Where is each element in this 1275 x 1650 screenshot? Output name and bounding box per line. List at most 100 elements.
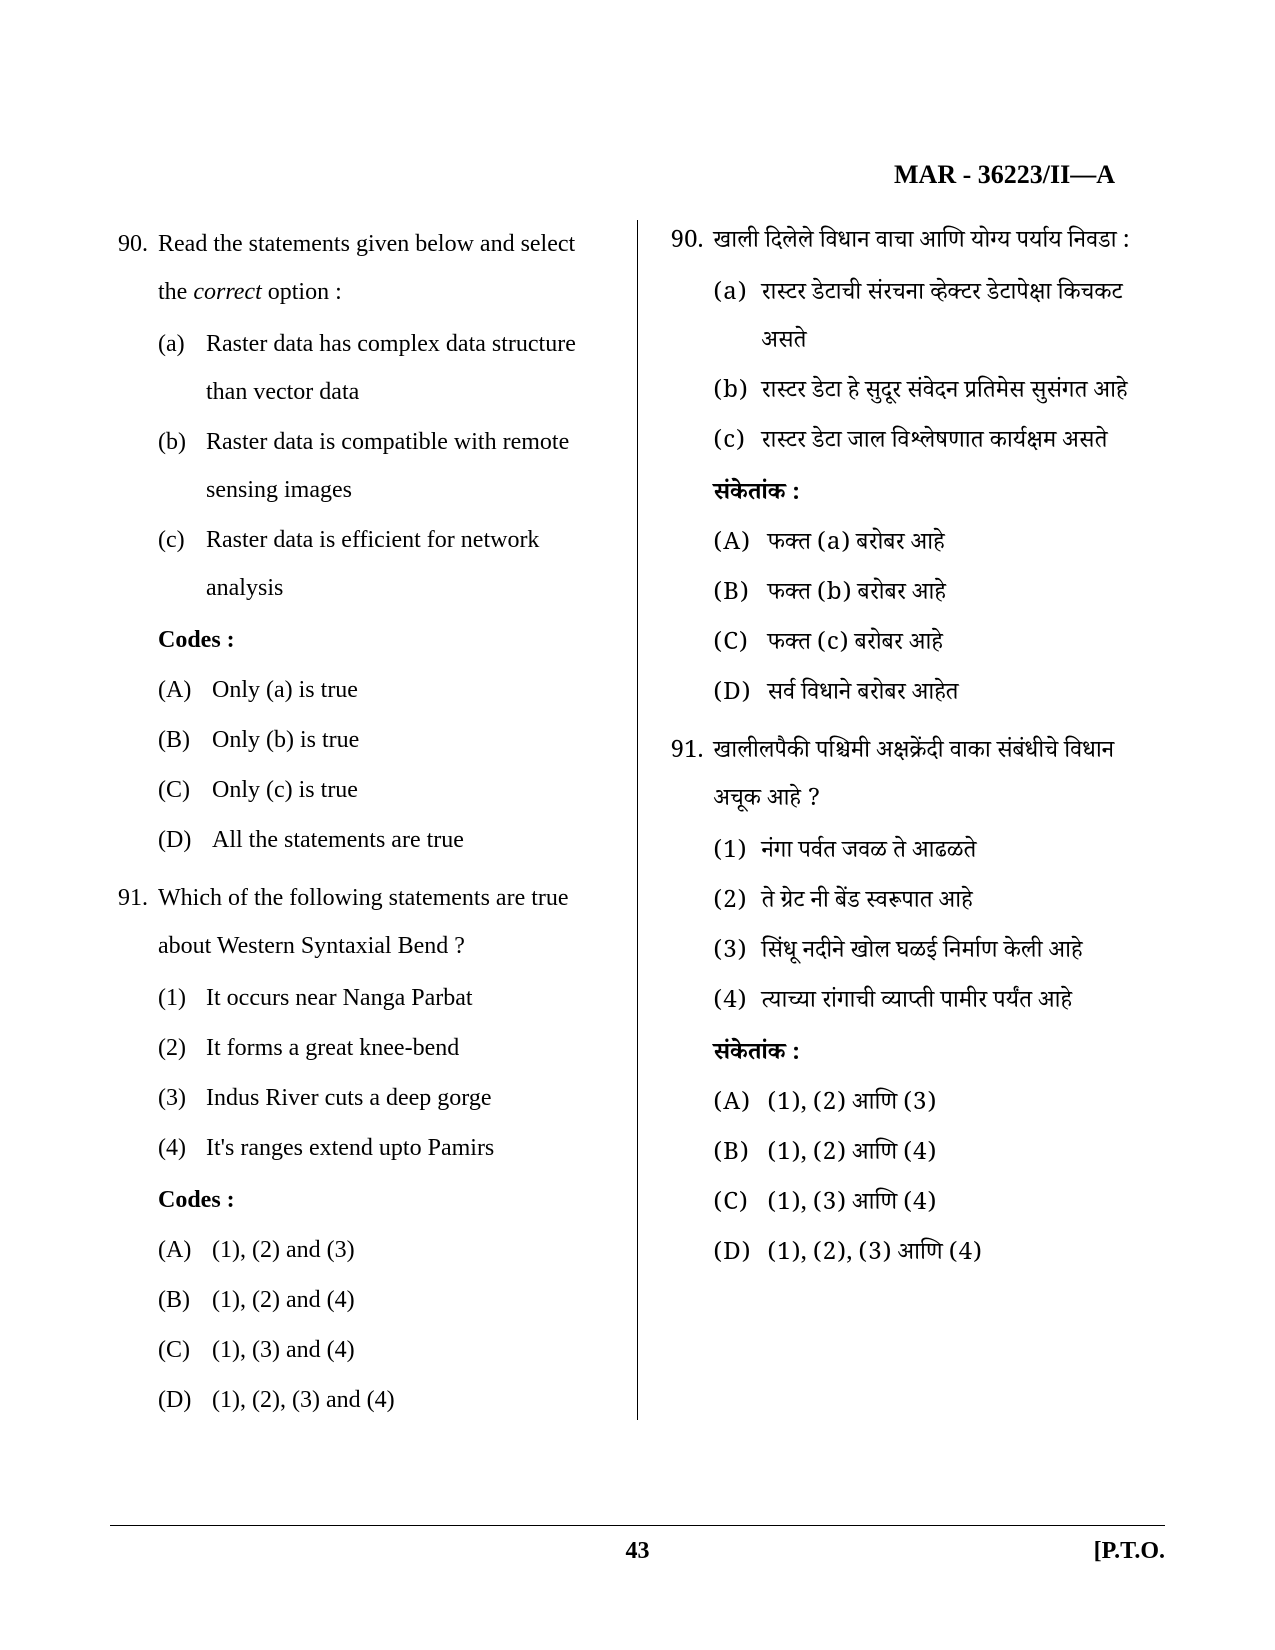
option-text: फक्त (b) बरोबर आहे <box>768 572 1166 620</box>
statement-label: (a) <box>158 320 206 416</box>
statement-label: (2) <box>714 880 762 928</box>
statement-label: (3) <box>714 930 762 978</box>
statement-label: (4) <box>158 1124 206 1172</box>
question-90-mr: 90. खाली दिलेले विधान वाचा आणि योग्य पर्… <box>666 220 1166 722</box>
codes-heading: Codes : <box>158 1176 609 1224</box>
statement-item: (a) रास्टर डेटाची संरचना व्हेक्टर डेटापे… <box>714 272 1166 368</box>
statement-text: Raster data is compatible with remote se… <box>206 418 609 514</box>
option-item: (A) फक्त (a) बरोबर आहे <box>714 522 1166 570</box>
option-text: (1), (2), (3) and (4) <box>212 1376 609 1424</box>
option-text: सर्व विधाने बरोबर आहेत <box>768 672 1166 720</box>
option-item: (C) (1), (3) आणि (4) <box>714 1182 1166 1230</box>
question-number: 91. <box>110 874 158 1426</box>
statement-item: (a) Raster data has complex data structu… <box>158 320 609 416</box>
statement-text: Indus River cuts a deep gorge <box>206 1074 609 1122</box>
option-text: फक्त (c) बरोबर आहे <box>768 622 1166 670</box>
q-text-italic: correct <box>193 279 261 305</box>
statement-label: (2) <box>158 1024 206 1072</box>
statement-label: (3) <box>158 1074 206 1122</box>
option-label: (C) <box>158 1326 212 1374</box>
option-item: (B) Only (b) is true <box>158 716 609 764</box>
statement-item: (c) Raster data is efficient for network… <box>158 516 609 612</box>
option-item: (D) (1), (2), (3) and (4) <box>158 1376 609 1424</box>
two-column-layout: 90. Read the statements given below and … <box>110 220 1165 1420</box>
option-item: (C) फक्त (c) बरोबर आहे <box>714 622 1166 670</box>
exam-page: MAR - 36223/II—A 90. Read the statements… <box>0 0 1275 1650</box>
option-item: (D) All the statements are true <box>158 816 609 864</box>
option-item: (B) (1), (2) and (4) <box>158 1276 609 1324</box>
codes-heading: संकेतांक : <box>714 1032 1166 1080</box>
question-number: 91. <box>666 730 714 1282</box>
statement-item: (3) Indus River cuts a deep gorge <box>158 1074 609 1122</box>
page-number: 43 <box>626 1538 650 1565</box>
statement-text: ते ग्रेट नी बेंड स्वरूपात आहे <box>762 880 1166 928</box>
question-body: Which of the following statements are tr… <box>158 874 609 1426</box>
statement-label: (c) <box>158 516 206 612</box>
option-label: (A) <box>158 666 212 714</box>
statement-text: रास्टर डेटाची संरचना व्हेक्टर डेटापेक्षा… <box>762 272 1166 368</box>
statement-item: (1) It occurs near Nanga Parbat <box>158 974 609 1022</box>
option-item: (A) (1), (2) आणि (3) <box>714 1082 1166 1130</box>
statement-item: (b) रास्टर डेटा हे सुदूर संवेदन प्रतिमेस… <box>714 370 1166 418</box>
statement-text: It occurs near Nanga Parbat <box>206 974 609 1022</box>
option-item: (D) सर्व विधाने बरोबर आहेत <box>714 672 1166 720</box>
question-91-en: 91. Which of the following statements ar… <box>110 874 609 1426</box>
question-text: Read the statements given below and sele… <box>158 220 609 316</box>
statement-item: (c) रास्टर डेटा जाल विश्लेषणात कार्यक्षम… <box>714 420 1166 468</box>
codes-heading: संकेतांक : <box>714 472 1166 520</box>
statement-text: It forms a great knee-bend <box>206 1024 609 1072</box>
option-text: (1), (2) आणि (3) <box>768 1082 1166 1130</box>
statement-label: (a) <box>714 272 762 368</box>
statement-label: (b) <box>158 418 206 514</box>
question-body: खालीलपैकी पश्चिमी अक्षक्रेंदी वाका संबंध… <box>714 730 1166 1282</box>
pto-label: [P.T.O. <box>1094 1538 1165 1565</box>
paper-code: MAR - 36223/II—A <box>894 160 1115 190</box>
question-91-mr: 91. खालीलपैकी पश्चिमी अक्षक्रेंदी वाका स… <box>666 730 1166 1282</box>
option-text: (1), (2) and (4) <box>212 1276 609 1324</box>
statement-item: (2) It forms a great knee-bend <box>158 1024 609 1072</box>
option-label: (D) <box>158 1376 212 1424</box>
option-label: (B) <box>158 1276 212 1324</box>
option-item: (C) Only (c) is true <box>158 766 609 814</box>
option-text: Only (c) is true <box>212 766 609 814</box>
statement-label: (c) <box>714 420 762 468</box>
statement-label: (1) <box>158 974 206 1022</box>
question-body: खाली दिलेले विधान वाचा आणि योग्य पर्याय … <box>714 220 1166 722</box>
statement-item: (3) सिंधू नदीने खोल घळई निर्माण केली आहे <box>714 930 1166 978</box>
option-label: (C) <box>158 766 212 814</box>
option-item: (B) फक्त (b) बरोबर आहे <box>714 572 1166 620</box>
question-text: खालीलपैकी पश्चिमी अक्षक्रेंदी वाका संबंध… <box>714 730 1166 826</box>
statement-text: नंगा पर्वत जवळ ते आढळते <box>762 830 1166 878</box>
statement-item: (b) Raster data is compatible with remot… <box>158 418 609 514</box>
statement-label: (4) <box>714 980 762 1028</box>
codes-heading: Codes : <box>158 616 609 664</box>
statement-item: (1) नंगा पर्वत जवळ ते आढळते <box>714 830 1166 878</box>
option-item: (C) (1), (3) and (4) <box>158 1326 609 1374</box>
option-label: (B) <box>158 716 212 764</box>
option-text: (1), (2) आणि (4) <box>768 1132 1166 1180</box>
option-text: Only (b) is true <box>212 716 609 764</box>
question-90-en: 90. Read the statements given below and … <box>110 220 609 866</box>
statement-item: (4) त्याच्या रांगाची व्याप्ती पामीर पर्य… <box>714 980 1166 1028</box>
q-text-post: option : <box>262 279 342 305</box>
question-text: खाली दिलेले विधान वाचा आणि योग्य पर्याय … <box>714 220 1166 268</box>
option-label: (C) <box>714 622 768 670</box>
page-footer: 43 [P.T.O. <box>110 1525 1165 1565</box>
option-label: (B) <box>714 572 768 620</box>
option-label: (A) <box>158 1226 212 1274</box>
statement-item: (2) ते ग्रेट नी बेंड स्वरूपात आहे <box>714 880 1166 928</box>
option-item: (D) (1), (2), (3) आणि (4) <box>714 1232 1166 1280</box>
statement-item: (4) It's ranges extend upto Pamirs <box>158 1124 609 1172</box>
option-text: All the statements are true <box>212 816 609 864</box>
left-column-english: 90. Read the statements given below and … <box>110 220 638 1420</box>
option-label: (A) <box>714 522 768 570</box>
statement-text: सिंधू नदीने खोल घळई निर्माण केली आहे <box>762 930 1166 978</box>
right-column-marathi: 90. खाली दिलेले विधान वाचा आणि योग्य पर्… <box>638 220 1166 1420</box>
option-label: (D) <box>158 816 212 864</box>
option-item: (A) (1), (2) and (3) <box>158 1226 609 1274</box>
option-text: फक्त (a) बरोबर आहे <box>768 522 1166 570</box>
option-label: (B) <box>714 1132 768 1180</box>
question-body: Read the statements given below and sele… <box>158 220 609 866</box>
option-label: (D) <box>714 1232 768 1280</box>
option-label: (A) <box>714 1082 768 1130</box>
